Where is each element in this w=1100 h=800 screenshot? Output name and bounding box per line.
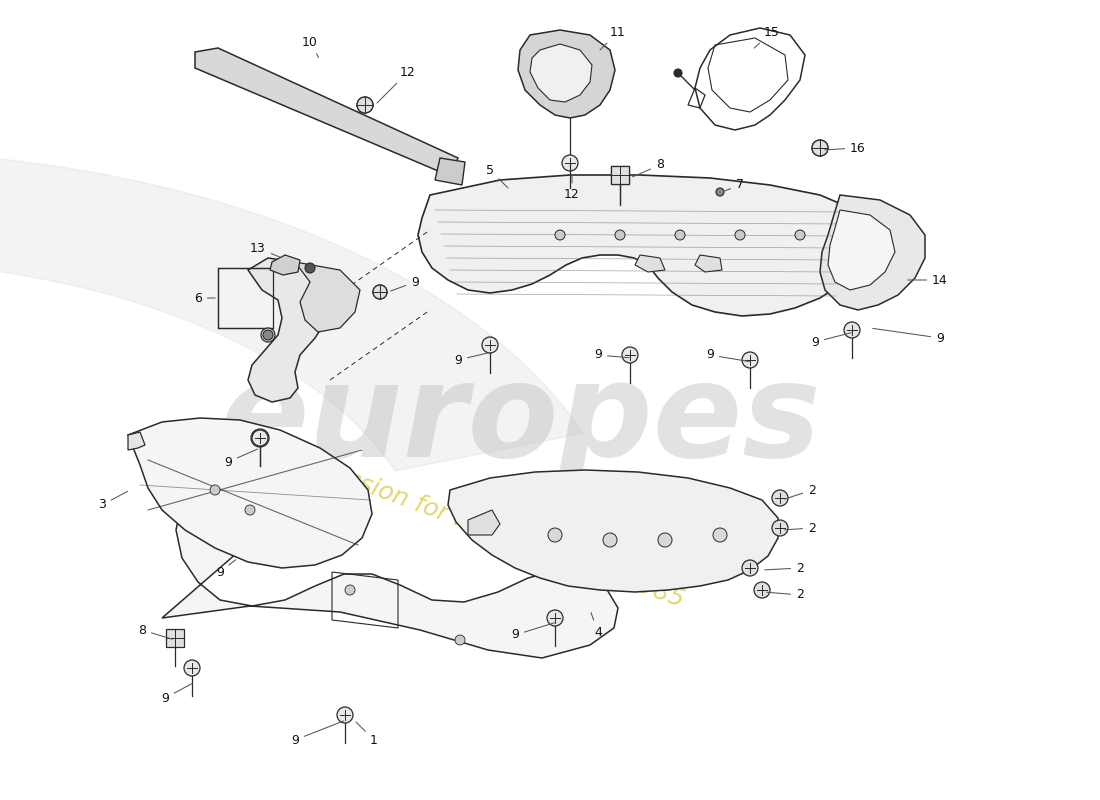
Circle shape: [713, 528, 727, 542]
Circle shape: [482, 337, 498, 353]
Text: 3: 3: [98, 491, 128, 511]
Polygon shape: [695, 255, 722, 272]
Circle shape: [455, 635, 465, 645]
Text: 16: 16: [825, 142, 866, 154]
Text: 9: 9: [706, 349, 749, 362]
Polygon shape: [248, 258, 330, 402]
Text: 12: 12: [564, 174, 580, 202]
Circle shape: [615, 230, 625, 240]
Polygon shape: [162, 446, 618, 658]
Text: 13: 13: [250, 242, 279, 257]
Bar: [610, 166, 629, 184]
Polygon shape: [820, 195, 925, 310]
Circle shape: [621, 347, 638, 363]
Text: 9: 9: [390, 275, 419, 291]
Circle shape: [337, 707, 353, 723]
Polygon shape: [0, 151, 583, 471]
Circle shape: [562, 155, 578, 171]
Text: 9: 9: [224, 449, 257, 469]
Text: 15: 15: [755, 26, 780, 48]
Text: 2: 2: [767, 589, 804, 602]
Polygon shape: [295, 262, 360, 332]
Text: 9: 9: [161, 683, 192, 705]
Polygon shape: [448, 470, 778, 592]
Circle shape: [345, 585, 355, 595]
Polygon shape: [518, 30, 615, 118]
Text: 9: 9: [454, 353, 490, 366]
Text: europes: europes: [219, 357, 821, 483]
Text: 5: 5: [486, 163, 508, 188]
Circle shape: [556, 230, 565, 240]
Circle shape: [261, 328, 275, 342]
Circle shape: [603, 533, 617, 547]
Text: 9: 9: [292, 721, 343, 746]
Circle shape: [674, 69, 682, 77]
Text: 7: 7: [725, 178, 744, 191]
Polygon shape: [128, 432, 145, 450]
Circle shape: [795, 230, 805, 240]
Circle shape: [754, 582, 770, 598]
Text: 9: 9: [811, 333, 851, 349]
Circle shape: [547, 610, 563, 626]
Circle shape: [263, 330, 273, 340]
Circle shape: [305, 263, 315, 273]
Polygon shape: [468, 510, 500, 535]
Circle shape: [251, 429, 270, 447]
Polygon shape: [270, 255, 300, 275]
Circle shape: [245, 505, 255, 515]
Text: 14: 14: [908, 274, 948, 286]
Circle shape: [675, 230, 685, 240]
Bar: [610, 166, 629, 184]
Polygon shape: [418, 175, 870, 316]
Circle shape: [812, 140, 828, 156]
Circle shape: [548, 528, 562, 542]
Circle shape: [184, 660, 200, 676]
Text: 6: 6: [194, 291, 216, 305]
Bar: [218, 268, 273, 328]
Circle shape: [812, 140, 828, 156]
Circle shape: [716, 188, 724, 196]
Text: 2: 2: [784, 522, 816, 534]
Text: a passion for Porsche since 1985: a passion for Porsche since 1985: [293, 448, 688, 612]
Text: 4: 4: [591, 613, 602, 638]
Text: 10: 10: [302, 35, 319, 58]
Circle shape: [210, 485, 220, 495]
Polygon shape: [828, 210, 895, 290]
Text: 9: 9: [594, 349, 629, 362]
Bar: [166, 629, 184, 647]
Polygon shape: [434, 158, 465, 185]
Circle shape: [373, 285, 387, 299]
Text: 2: 2: [784, 483, 816, 499]
Text: 2: 2: [764, 562, 804, 574]
Polygon shape: [128, 418, 372, 568]
Circle shape: [658, 533, 672, 547]
Circle shape: [735, 230, 745, 240]
Polygon shape: [530, 44, 592, 102]
Polygon shape: [195, 48, 458, 176]
Text: 12: 12: [377, 66, 416, 103]
Circle shape: [742, 352, 758, 368]
Text: 9: 9: [216, 560, 235, 578]
Circle shape: [772, 520, 788, 536]
Polygon shape: [635, 255, 666, 272]
Circle shape: [373, 285, 387, 299]
Circle shape: [844, 322, 860, 338]
Text: 8: 8: [632, 158, 664, 177]
Text: 1: 1: [356, 722, 378, 746]
Circle shape: [772, 490, 788, 506]
Circle shape: [358, 97, 373, 113]
Text: 8: 8: [138, 623, 173, 639]
Circle shape: [252, 430, 268, 446]
Circle shape: [742, 560, 758, 576]
Circle shape: [358, 97, 373, 113]
Text: 9: 9: [872, 328, 944, 345]
Text: 9: 9: [512, 623, 554, 642]
Text: 11: 11: [600, 26, 626, 50]
